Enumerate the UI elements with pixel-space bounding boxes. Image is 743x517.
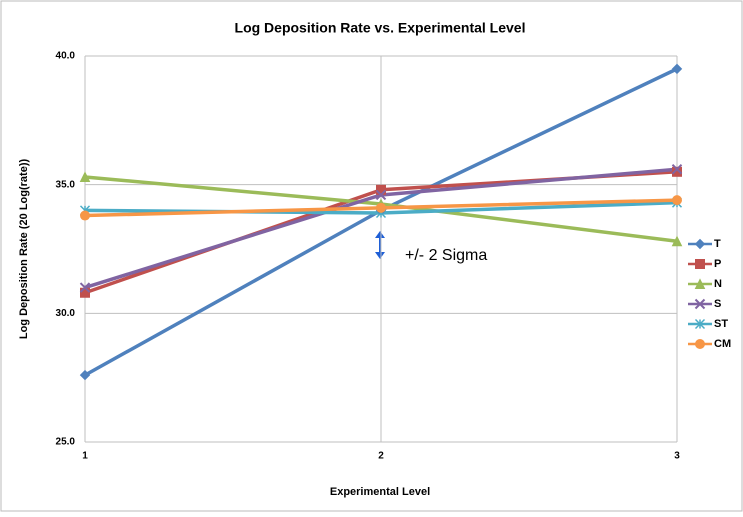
data-point — [671, 235, 683, 247]
y-tick-label: 35.0 — [56, 179, 76, 190]
data-point — [671, 63, 683, 75]
x-axis-label: Experimental Level — [330, 486, 430, 498]
data-point — [376, 202, 386, 213]
legend-marker — [694, 238, 706, 250]
annotation: +/- 2 Sigma — [405, 247, 487, 264]
legend-label: S — [714, 298, 721, 310]
data-point — [671, 164, 683, 175]
data-point — [672, 166, 682, 177]
annotation-arrow — [375, 231, 385, 259]
legend-marker — [695, 339, 705, 349]
legend-marker — [695, 259, 705, 269]
legend-marker — [694, 298, 706, 310]
legend-label: CM — [714, 338, 731, 350]
legend-label: T — [714, 238, 721, 250]
y-tick-label: 30.0 — [56, 308, 76, 319]
x-tick-label: 3 — [674, 451, 680, 462]
legend-label: N — [714, 278, 722, 290]
data-point — [80, 210, 90, 221]
x-tick-label: 1 — [82, 451, 88, 462]
data-point — [672, 195, 682, 206]
x-tick-label: 2 — [378, 451, 384, 462]
data-point — [79, 369, 91, 381]
data-point — [79, 282, 91, 293]
legend-label: P — [714, 258, 721, 270]
y-axis-label: Log Deposition Rate (20 Log(rate)) — [18, 159, 30, 340]
legend-marker — [694, 318, 706, 330]
legend-label: ST — [714, 318, 728, 330]
data-point — [79, 171, 91, 182]
data-point — [375, 189, 387, 201]
y-tick-label: 25.0 — [56, 437, 76, 448]
y-tick-label: 40.0 — [56, 51, 76, 62]
legend-marker — [694, 278, 706, 289]
chart-title: Log Deposition Rate vs. Experimental Lev… — [235, 20, 526, 36]
